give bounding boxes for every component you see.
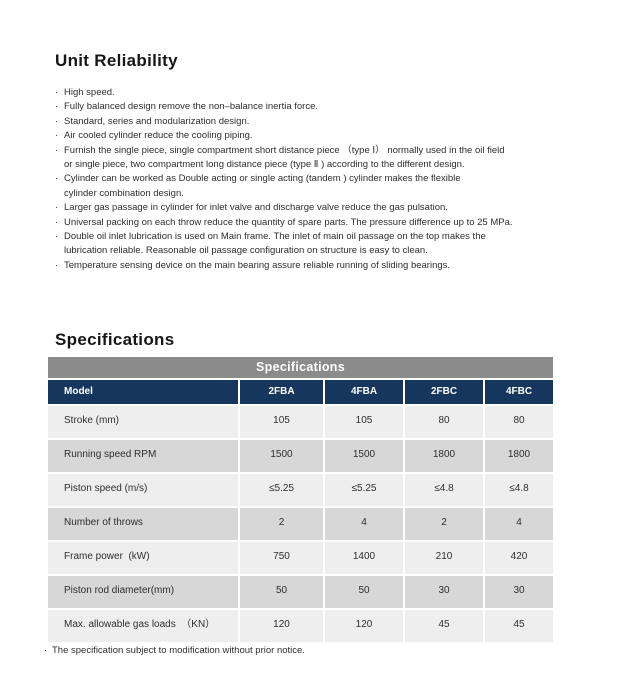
bullet-marker: · [55, 259, 59, 271]
bullet-marker: · [55, 202, 59, 214]
row-label: Number of throws [64, 517, 143, 528]
footnote-text: The specification subject to modificatio… [52, 645, 305, 656]
bullet-text: Standard, series and modularization desi… [64, 115, 250, 127]
cell-value: 420 [483, 542, 553, 574]
table-title-bar: Specifications [48, 357, 553, 378]
cell-value: 120 [323, 610, 403, 642]
bullet-item: · Universal packing on each throw reduce… [55, 216, 567, 230]
bullet-item: · Temperature sensing device on the main… [55, 259, 567, 273]
cell-value: 45 [403, 610, 483, 642]
cell-value: 1400 [323, 542, 403, 574]
bullet-item: · Double oil inlet lubrication is used o… [55, 230, 567, 259]
cell-value: 4 [483, 508, 553, 540]
table-row-piston-speed: Piston speed (m/s) ≤5.25 ≤5.25 ≤4.8 ≤4.8 [48, 472, 553, 506]
specifications-section-header: Specifications [55, 330, 174, 349]
row-label: Stroke (mm) [64, 415, 119, 426]
cell-value: 105 [238, 406, 323, 438]
bullet-text: Air cooled cylinder reduce the cooling p… [64, 130, 253, 142]
bullet-marker: · [55, 216, 59, 228]
cell-value: 1800 [403, 440, 483, 472]
bullet-marker: · [55, 87, 59, 98]
cell-value: 2 [238, 508, 323, 540]
cell-value: 30 [483, 576, 553, 608]
column-header-2fbc: 2FBC [403, 380, 483, 404]
row-label: Running speed RPM [64, 449, 157, 460]
table-row-piston-rod-diameter: Piston rod diameter(mm) 50 50 30 30 [48, 574, 553, 608]
bullet-text: Furnish the single piece, single compart… [64, 144, 505, 171]
cell-value: 45 [483, 610, 553, 642]
table-body: Stroke (mm) 105 105 80 80 Running speed … [48, 404, 553, 642]
cell-value: 210 [403, 542, 483, 574]
cell-value: 105 [323, 406, 403, 438]
cell-value: ≤4.8 [403, 474, 483, 506]
cell-value: ≤4.8 [483, 474, 553, 506]
bullet-marker: · [55, 115, 59, 127]
cell-value: 50 [238, 576, 323, 608]
bullet-marker: · [55, 130, 59, 142]
table-row-frame-power: Frame power (kW) 750 1400 210 420 [48, 540, 553, 574]
bullet-text: Fully balanced design remove the non–bal… [64, 101, 319, 113]
bullet-marker: · [55, 144, 59, 156]
cell-value: 80 [403, 406, 483, 438]
cell-value: 750 [238, 542, 323, 574]
row-label: Piston speed (m/s) [64, 483, 148, 494]
bullet-item: · Fully balanced design remove the non–b… [55, 100, 567, 114]
footnote: · The specification subject to modificat… [44, 645, 305, 656]
cell-value: 1500 [238, 440, 323, 472]
unit-reliability-title: Unit Reliability [55, 51, 178, 70]
table-row-max-gas-loads: Max. allowable gas loads （KN） 120 120 45… [48, 608, 553, 642]
bullet-text: Cylinder can be worked as Double acting … [64, 173, 461, 199]
bullet-text: Universal packing on each throw reduce t… [64, 216, 513, 228]
bullet-text: High speed. [64, 87, 115, 98]
bullet-item: · Furnish the single piece, single compa… [55, 144, 567, 173]
table-row-stroke: Stroke (mm) 105 105 80 80 [48, 404, 553, 438]
reliability-bullet-list: · High speed. · Fully balanced design re… [55, 86, 567, 273]
bullet-marker: · [55, 101, 59, 113]
column-header-4fbc: 4FBC [483, 380, 553, 404]
bullet-item: · Standard, series and modularization de… [55, 115, 567, 129]
row-label: Max. allowable gas loads （KN） [64, 619, 216, 630]
specifications-table: Specifications Model 2FBA 4FBA 2FBC 4FBC… [48, 357, 553, 642]
cell-value: 50 [323, 576, 403, 608]
cell-value: ≤5.25 [238, 474, 323, 506]
cell-value: 4 [323, 508, 403, 540]
unit-reliability-section: Unit Reliability · High speed. · Fully b… [55, 51, 567, 273]
bullet-marker: · [55, 231, 59, 243]
cell-value: 80 [483, 406, 553, 438]
cell-value: 120 [238, 610, 323, 642]
column-header-model: Model [64, 386, 93, 397]
table-row-running-speed: Running speed RPM 1500 1500 1800 1800 [48, 438, 553, 472]
bullet-text: Double oil inlet lubrication is used on … [64, 231, 486, 257]
table-header-row: Model 2FBA 4FBA 2FBC 4FBC [48, 380, 553, 404]
bullet-text: Temperature sensing device on the main b… [64, 259, 451, 271]
column-header-2fba: 2FBA [238, 380, 323, 404]
specifications-title: Specifications [55, 330, 175, 349]
cell-value: 1500 [323, 440, 403, 472]
bullet-marker: · [55, 173, 59, 185]
table-row-number-of-throws: Number of throws 2 4 2 4 [48, 506, 553, 540]
cell-value: 2 [403, 508, 483, 540]
column-header-4fba: 4FBA [323, 380, 403, 404]
cell-value: 30 [403, 576, 483, 608]
row-label: Frame power (kW) [64, 551, 150, 562]
bullet-item: · Air cooled cylinder reduce the cooling… [55, 129, 567, 143]
row-label: Piston rod diameter(mm) [64, 585, 175, 596]
bullet-item: · Cylinder can be worked as Double actin… [55, 172, 567, 201]
bullet-item: · High speed. [55, 86, 567, 100]
cell-value: ≤5.25 [323, 474, 403, 506]
cell-value: 1800 [483, 440, 553, 472]
bullet-marker: · [44, 645, 48, 656]
bullet-text: Larger gas passage in cylinder for inlet… [64, 202, 448, 214]
bullet-item: · Larger gas passage in cylinder for inl… [55, 201, 567, 215]
